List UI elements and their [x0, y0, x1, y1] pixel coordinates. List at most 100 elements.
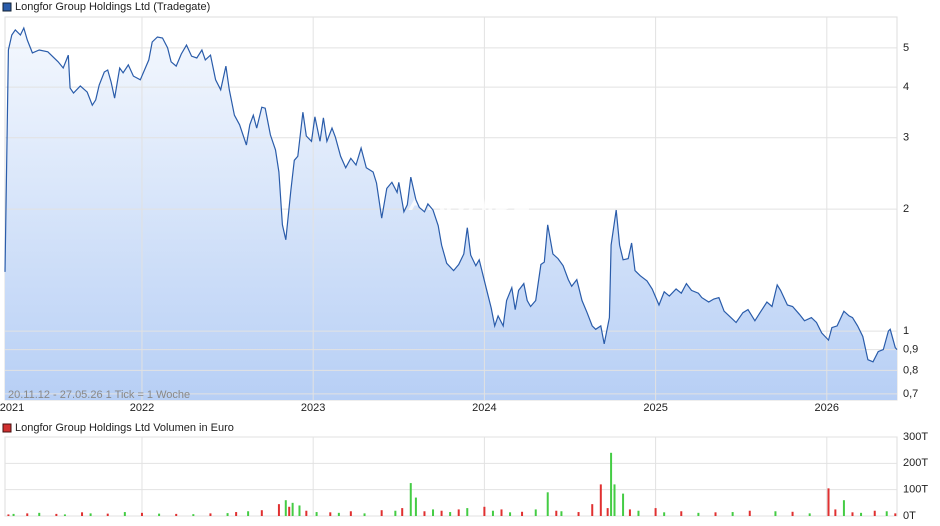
volume-bar	[697, 512, 700, 516]
volume-bar	[38, 512, 41, 516]
volume-bar	[7, 514, 10, 516]
volume-bar	[284, 500, 287, 516]
volume-bar	[55, 513, 58, 516]
volume-bar	[731, 512, 734, 516]
volume-bar	[432, 509, 435, 516]
volume-bar	[466, 508, 469, 516]
y-tick-label: 300T	[903, 431, 928, 443]
volume-bar	[873, 510, 876, 516]
volume-bar	[89, 513, 92, 516]
volume-bar	[247, 511, 250, 516]
volume-bar	[610, 452, 613, 516]
volume-bar	[637, 510, 640, 516]
volume-bar	[560, 511, 563, 516]
volume-bar	[329, 512, 332, 516]
volume-bar	[209, 513, 212, 516]
volume-bar	[63, 514, 66, 516]
volume-bar	[591, 504, 594, 516]
volume-bar	[483, 506, 486, 516]
volume-bar	[394, 510, 397, 516]
volume-bar	[521, 511, 524, 516]
volume-bar	[440, 510, 443, 516]
y-tick-label: 200T	[903, 457, 928, 469]
volume-bar	[491, 510, 494, 516]
volume-bar	[401, 508, 404, 516]
volume-bar	[158, 513, 161, 516]
volume-bar	[140, 512, 143, 516]
x-tick-label: 2023	[301, 402, 325, 414]
volume-bar	[714, 512, 717, 516]
x-tick-label: 2024	[472, 402, 496, 414]
volume-bar	[449, 512, 452, 516]
volume-bar	[123, 512, 126, 516]
volume-bar	[363, 513, 366, 516]
legend-swatch	[2, 423, 12, 433]
volume-bar	[680, 511, 683, 516]
y-tick-label: 3	[903, 132, 909, 144]
volume-bar	[534, 509, 537, 516]
volume-bar	[509, 512, 512, 516]
volume-bar	[834, 509, 837, 516]
volume-bar	[315, 512, 318, 516]
volume-bar	[291, 502, 294, 516]
volume-bar	[298, 505, 301, 516]
y-tick-label: 4	[903, 81, 909, 93]
volume-bar	[192, 514, 195, 516]
x-tick-label: 2026	[815, 402, 839, 414]
y-tick-label: 1	[903, 325, 909, 337]
volume-bar	[885, 511, 888, 516]
x-tick-label: 2022	[130, 402, 154, 414]
volume-bar	[81, 512, 84, 516]
volume-bar	[748, 510, 751, 516]
volume-bar	[12, 513, 15, 516]
x-tick-label: 2021	[0, 402, 24, 414]
volume-bar	[235, 512, 238, 516]
price-area	[5, 28, 897, 400]
legend-label: Longfor Group Holdings Ltd (Tradegate)	[15, 1, 210, 13]
volume-bar	[851, 512, 854, 516]
y-tick-label: 5	[903, 42, 909, 54]
y-tick-label: 0T	[903, 510, 916, 522]
volume-bar	[380, 510, 383, 516]
y-tick-label: 0,8	[903, 364, 918, 376]
y-tick-label: 2	[903, 203, 909, 215]
volume-bar	[500, 509, 503, 516]
volume-bar	[349, 511, 352, 516]
volume-bar	[860, 512, 863, 516]
volume-bar	[599, 484, 602, 516]
volume-bar	[577, 512, 580, 516]
volume-bar	[337, 512, 340, 516]
volume-bar	[842, 500, 845, 516]
volume-bar	[622, 493, 625, 516]
volume-bar	[894, 513, 897, 516]
volume-bar	[827, 488, 830, 516]
volume-bar	[555, 510, 558, 516]
price-line	[4, 26, 898, 363]
volume-bar	[414, 497, 417, 516]
volume-bar	[175, 513, 178, 516]
volume-title: Longfor Group Holdings Ltd Volumen in Eu…	[15, 422, 234, 434]
volume-bar	[409, 483, 412, 516]
volume-bar	[791, 511, 794, 516]
volume-bar	[613, 484, 616, 516]
volume-bar	[654, 508, 657, 516]
volume-bar	[628, 509, 631, 516]
volume-bar	[546, 492, 549, 516]
volume-bar	[663, 512, 666, 516]
volume-bar	[423, 511, 426, 516]
volume-bar	[277, 504, 280, 516]
y-tick-label: 100T	[903, 484, 928, 496]
y-tick-label: 0,7	[903, 388, 918, 400]
volume-bar	[260, 510, 263, 516]
volume-bar	[457, 509, 460, 516]
x-tick-label: 2025	[643, 402, 667, 414]
volume-bar	[26, 513, 29, 516]
legend-swatch	[2, 2, 12, 12]
volume-bar	[808, 513, 811, 516]
plot-area	[4, 436, 898, 517]
watermark: ARIVA.DE	[408, 186, 532, 216]
volume-bar	[226, 513, 229, 516]
volume-bar	[606, 508, 609, 516]
volume-bar	[288, 506, 291, 516]
